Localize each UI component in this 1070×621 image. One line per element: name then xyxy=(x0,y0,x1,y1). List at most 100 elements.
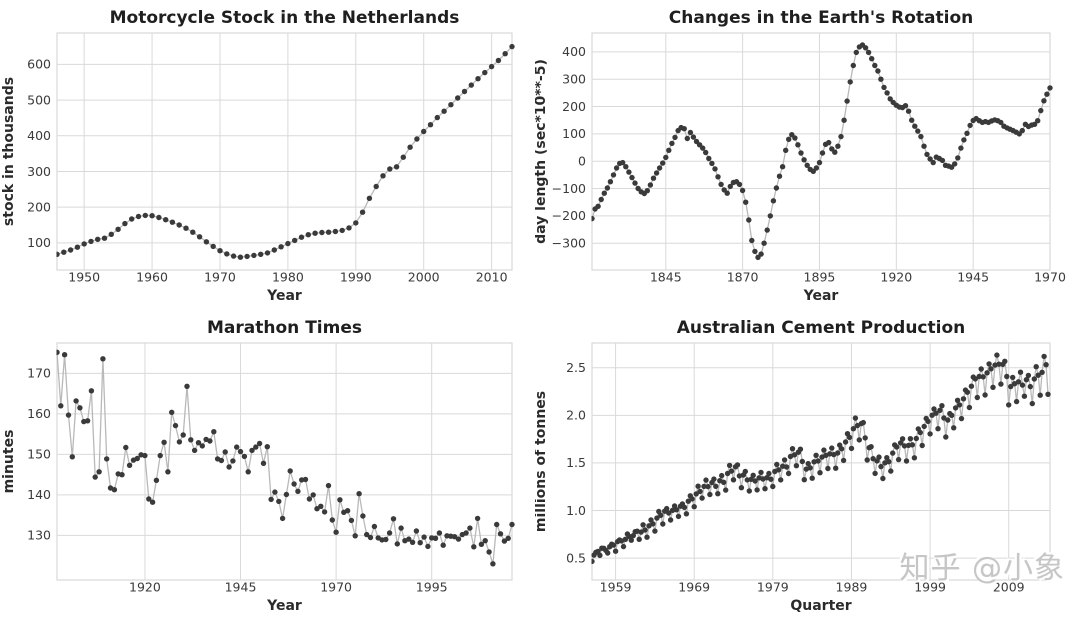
data-point xyxy=(945,417,951,423)
data-point xyxy=(924,151,930,158)
data-point xyxy=(776,173,783,179)
data-point xyxy=(778,477,784,483)
data-point xyxy=(332,228,339,235)
data-point xyxy=(761,240,767,246)
data-point xyxy=(758,251,764,257)
data-point xyxy=(691,504,697,510)
data-point xyxy=(884,455,890,461)
data-point xyxy=(954,397,961,403)
data-point xyxy=(964,389,971,395)
data-point xyxy=(302,476,309,483)
x-tick-label: 2010 xyxy=(476,270,508,285)
data-point xyxy=(276,498,282,505)
data-point xyxy=(353,220,359,226)
data-point xyxy=(813,165,820,171)
data-point xyxy=(88,388,95,394)
data-point xyxy=(272,489,278,495)
data-point xyxy=(712,166,718,172)
chart-motorcycle-svg: Motorcycle Stock in the Netherlands Year… xyxy=(1,8,515,304)
y-tick-label: 2.0 xyxy=(566,408,586,423)
data-point xyxy=(111,487,118,493)
data-point xyxy=(1035,118,1041,124)
data-point xyxy=(899,436,906,442)
data-point xyxy=(675,513,682,520)
data-point xyxy=(805,460,811,467)
data-point xyxy=(980,374,986,380)
x-tick-label: 1995 xyxy=(416,580,448,595)
data-point xyxy=(872,470,878,477)
data-point xyxy=(278,244,284,250)
y-tick-label: 100 xyxy=(562,126,586,141)
y-tick-label: −200 xyxy=(552,208,586,223)
data-point xyxy=(123,444,129,451)
data-point xyxy=(817,470,823,476)
data-point xyxy=(667,517,674,523)
data-point xyxy=(383,536,389,543)
data-point xyxy=(734,462,741,468)
data-point xyxy=(169,409,175,415)
data-point xyxy=(880,475,886,482)
data-point xyxy=(241,453,248,460)
data-point xyxy=(663,154,669,161)
data-point xyxy=(829,445,835,451)
data-point xyxy=(1025,372,1032,379)
data-point xyxy=(1044,91,1050,97)
data-point xyxy=(994,352,1000,358)
data-point xyxy=(840,457,847,464)
data-point xyxy=(1019,127,1025,134)
data-point xyxy=(108,231,115,237)
data-point xyxy=(607,179,614,185)
data-point xyxy=(776,467,782,473)
data-point xyxy=(907,436,914,442)
data-point xyxy=(872,62,878,69)
x-axis-label: Year xyxy=(803,288,839,304)
data-point xyxy=(713,483,719,489)
data-point xyxy=(750,472,756,478)
data-point xyxy=(915,128,921,134)
data-point xyxy=(1037,392,1043,398)
data-point xyxy=(739,187,746,194)
data-point xyxy=(305,232,311,238)
y-axis-label: stock in thousands xyxy=(1,77,17,226)
x-tick-label: 1990 xyxy=(340,270,372,285)
data-point xyxy=(813,452,819,458)
data-point xyxy=(210,243,216,250)
data-point xyxy=(701,483,707,490)
y-axis-label: minutes xyxy=(1,430,17,494)
data-point xyxy=(237,448,244,455)
data-point xyxy=(134,455,140,462)
data-point xyxy=(905,108,912,114)
data-point xyxy=(998,381,1004,387)
data-point xyxy=(169,219,176,225)
data-point xyxy=(672,134,678,141)
data-point xyxy=(623,164,629,170)
data-point xyxy=(862,45,869,51)
data-point xyxy=(952,405,959,411)
data-point xyxy=(804,162,810,168)
y-tick-label: 400 xyxy=(27,128,51,143)
data-point xyxy=(727,183,733,190)
y-tick-label: 0.5 xyxy=(566,550,586,565)
data-point xyxy=(974,394,980,401)
data-point xyxy=(620,159,626,166)
y-tick-label: 300 xyxy=(27,164,51,179)
data-point xyxy=(176,439,183,445)
data-point xyxy=(490,561,496,567)
data-point xyxy=(409,539,416,545)
data-point xyxy=(988,366,994,372)
chart-marathon-svg: Marathon Times Year minutes 1920 1945 1970… xyxy=(1,318,515,614)
data-point xyxy=(394,541,400,547)
data-point xyxy=(253,444,259,450)
x-tick-label: 1960 xyxy=(136,270,168,285)
data-point xyxy=(919,442,925,449)
data-point xyxy=(321,509,328,515)
data-point xyxy=(234,444,240,450)
data-point xyxy=(119,472,125,478)
data-point xyxy=(502,51,508,57)
series-line xyxy=(56,352,513,564)
data-point xyxy=(762,486,768,492)
data-point xyxy=(715,174,721,180)
data-point xyxy=(1038,107,1044,114)
data-point xyxy=(1035,372,1041,378)
